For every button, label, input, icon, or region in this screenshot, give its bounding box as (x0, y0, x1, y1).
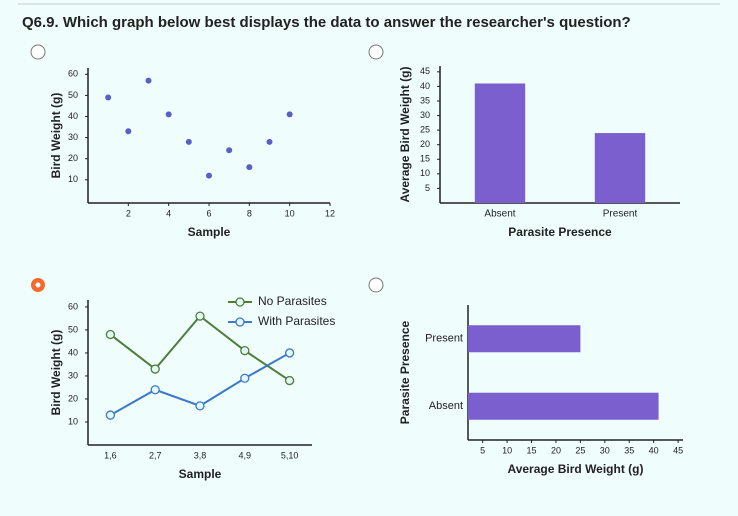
x-axis-label: Sample (179, 467, 222, 481)
y-tick-label: 30 (68, 132, 78, 142)
y-tick-label: 40 (68, 347, 78, 357)
x-tick-label: 8 (247, 208, 252, 218)
y-tick-label: 50 (68, 90, 78, 100)
x-tick-label: 2,7 (149, 450, 162, 460)
bar (474, 83, 526, 203)
x-tick-label: 45 (673, 445, 683, 455)
point (226, 147, 233, 154)
y-axis-label: Bird Weight (g) (49, 330, 63, 416)
x-tick-label: Absent (484, 209, 515, 220)
x-tick-label: 10 (285, 208, 295, 218)
legend-label: No Parasites (258, 294, 327, 308)
x-tick-label: 5,10 (281, 450, 299, 460)
x-tick-label: 12 (325, 208, 335, 218)
y-tick-label: Absent (429, 400, 463, 412)
y-tick-label: 5 (425, 183, 430, 193)
radio-dot (35, 282, 41, 288)
point (240, 373, 250, 383)
y-tick-label: 60 (68, 301, 78, 311)
x-axis-label: Sample (188, 225, 231, 239)
point (195, 401, 205, 411)
bar (468, 392, 659, 420)
y-axis-label: Bird Weight (g) (49, 93, 63, 179)
y-tick-label: 40 (68, 111, 78, 121)
point (145, 77, 152, 84)
x-tick-label: 40 (649, 445, 659, 455)
y-axis-label: Average Bird Weight (g) (398, 66, 412, 202)
x-tick-label: 5 (480, 445, 485, 455)
point (150, 364, 160, 374)
point (125, 128, 132, 135)
point (266, 138, 273, 145)
x-tick-label: 35 (624, 445, 634, 455)
point (185, 138, 192, 145)
y-tick-label: 20 (68, 153, 78, 163)
point (246, 164, 253, 171)
y-tick-label: 25 (420, 125, 430, 135)
y-tick-label: 30 (68, 370, 78, 380)
bar (594, 133, 646, 203)
radio[interactable] (368, 44, 384, 60)
radio[interactable] (368, 277, 384, 293)
point (284, 375, 295, 386)
point (195, 311, 205, 321)
x-axis-label: Parasite Presence (508, 225, 612, 239)
x-tick-label: 15 (527, 445, 537, 455)
x-tick-label: 4 (166, 208, 171, 218)
point (150, 385, 160, 395)
point (105, 94, 112, 101)
bar (468, 325, 581, 353)
legend-marker (235, 317, 245, 327)
y-tick-label: 15 (420, 154, 430, 164)
legend-label: With Parasites (258, 314, 335, 328)
point (206, 172, 212, 179)
point (286, 111, 293, 118)
point (105, 410, 116, 420)
y-tick-label: 45 (420, 66, 430, 76)
x-tick-label: 1,6 (104, 450, 117, 460)
y-tick-label: 10 (68, 416, 78, 426)
x-axis-label: Average Bird Weight (g) (507, 462, 643, 476)
y-tick-label: 50 (68, 324, 78, 334)
x-tick-label: 3,8 (194, 450, 207, 460)
x-tick-label: 10 (502, 445, 512, 455)
y-tick-label: 60 (68, 69, 78, 79)
legend-marker (235, 297, 245, 307)
y-tick-label: 20 (68, 393, 78, 403)
x-tick-label: 6 (206, 208, 211, 218)
y-tick-label: 40 (420, 81, 430, 91)
question: Q6.9. Which graph below best displays th… (22, 14, 631, 31)
point (240, 345, 250, 356)
y-tick-label: 10 (68, 174, 78, 184)
x-tick-label: 30 (600, 445, 610, 455)
point (105, 329, 116, 340)
point (284, 348, 295, 358)
y-tick-label: 10 (420, 168, 430, 178)
y-tick-label: 35 (420, 95, 430, 105)
y-tick-label: 20 (420, 139, 430, 149)
x-tick-label: 20 (551, 445, 561, 455)
y-axis-label: Parasite Presence (398, 320, 412, 424)
point (165, 111, 172, 118)
radio[interactable] (30, 44, 46, 60)
y-tick-label: Present (425, 333, 463, 345)
x-tick-label: 4,9 (239, 450, 252, 460)
x-tick-label: 2 (126, 208, 131, 218)
y-tick-label: 30 (420, 110, 430, 120)
x-tick-label: Present (603, 209, 638, 220)
x-tick-label: 25 (575, 445, 585, 455)
